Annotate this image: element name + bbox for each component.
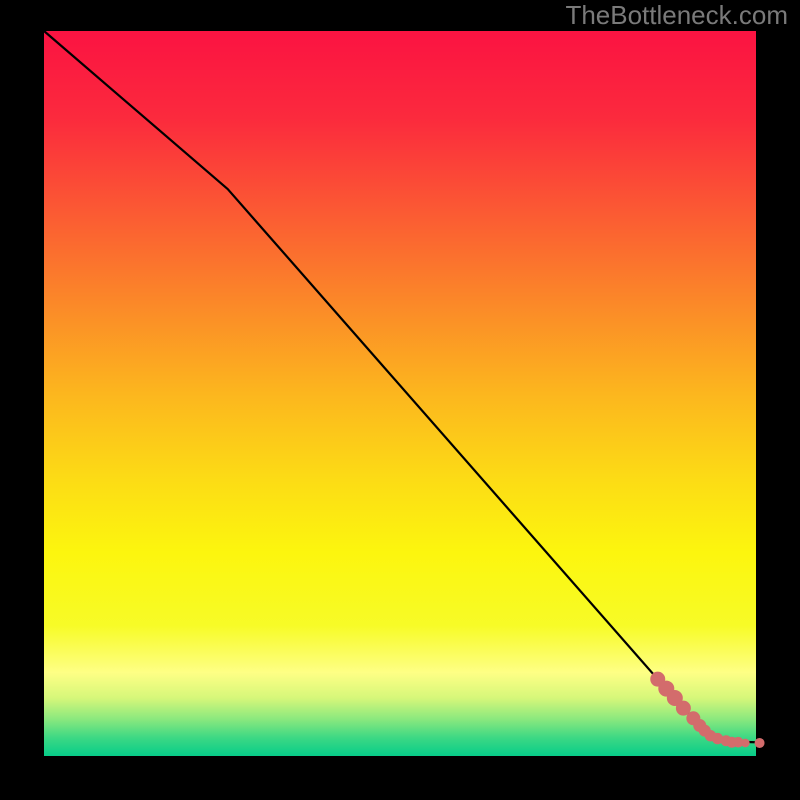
watermark-text: TheBottleneck.com: [565, 0, 788, 30]
data-point: [742, 739, 750, 747]
plot-background: [44, 31, 756, 756]
bottleneck-chart: TheBottleneck.com: [0, 0, 800, 800]
data-point: [755, 738, 764, 747]
data-point: [676, 701, 690, 715]
